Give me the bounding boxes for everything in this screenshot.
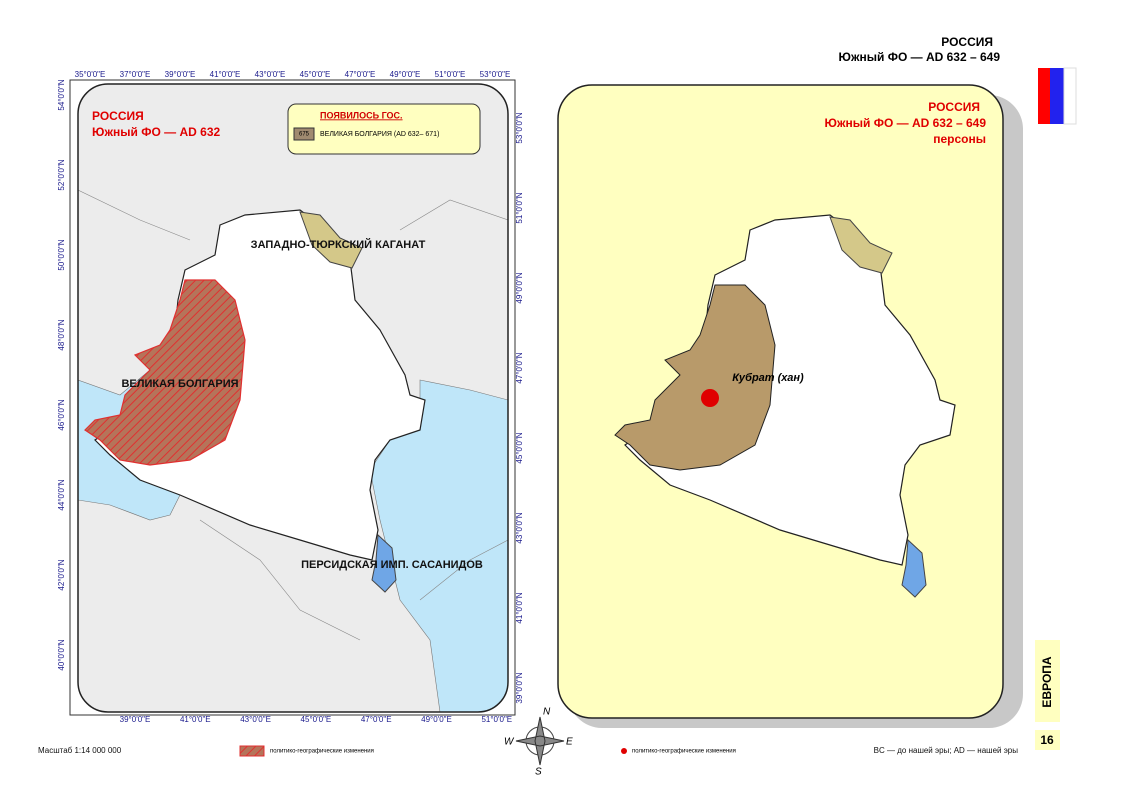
legend-hatch-label: политико-географические изменения [270,749,374,755]
scale: Масштаб 1:14 000 000 [38,746,122,755]
axis-label: 48°0'0"N [57,319,66,350]
axis-label: 43°0'0"E [240,715,271,724]
axis-label: 41°0'0"E [180,715,211,724]
compass-letter: E [566,737,573,748]
legend-dot-label: политико-географические изменения [632,749,736,755]
compass-letter: W [504,737,515,748]
axis-label: 47°0'0"E [345,70,376,79]
axis-label: 54°0'0"N [57,79,66,110]
legend-icon-label: 675 [299,132,310,138]
legend-heading: ПОЯВИЛОСЬ ГОС. [320,110,403,120]
person-label: Кубрат (хан) [732,372,804,384]
axis-label: 44°0'0"N [57,479,66,510]
compass-letter: N [543,707,551,718]
header-country: РОССИЯ [941,35,993,49]
map-subtitle: Южный ФО — AD 632 – 649 [824,116,986,130]
axis-label: 50°0'0"N [57,239,66,270]
axis-label: 39°0'0"E [120,715,151,724]
axis-label: 51°0'0"E [481,715,512,724]
axis-label: 47°0'0"E [361,715,392,724]
map-label: ПЕРСИДСКАЯ ИМП. САСАНИДОВ [301,559,483,571]
compass-letter: S [535,767,542,778]
axis-label: 53°0'0"N [515,112,524,143]
region-label: ЕВРОПА [1040,656,1054,707]
axis-label: 51°0'0"E [435,70,466,79]
side: ЕВРОПА 16 [1035,640,1060,750]
header: РОССИЯ Южный ФО — AD 632 – 649 [838,35,1077,125]
axis-label: 39°0'0"E [165,70,196,79]
compass: N W E S [504,707,573,778]
axis-label: 45°0'0"N [515,432,524,463]
region-tab [1035,640,1060,722]
axis-label: 43°0'0"E [255,70,286,79]
flag-stripe [1050,68,1064,124]
axis-label: 46°0'0"N [57,399,66,430]
header-subtitle: Южный ФО — AD 632 – 649 [838,50,1000,64]
axis-label: 41°0'0"N [515,592,524,623]
axis-label: 39°0'0"N [515,672,524,703]
legend-hatch [239,745,265,757]
axis-label: 43°0'0"N [515,512,524,543]
axis-label: 42°0'0"N [57,559,66,590]
person-icon [701,389,719,407]
axis-label: 35°0'0"E [75,70,106,79]
flag-stripe [1038,68,1050,124]
axis-label: 41°0'0"E [210,70,241,79]
axis-label: 45°0'0"E [300,70,331,79]
map-title: РОССИЯ [92,109,144,123]
axis-label: 49°0'0"E [390,70,421,79]
axis-label: 47°0'0"N [515,352,524,383]
axis-label: 49°0'0"E [421,715,452,724]
page-tab [1035,730,1060,750]
map-label: ЗАПАДНО-ТЮРКСКИЙ КАГАНАТ [251,238,426,251]
left-map: РОССИЯ Южный ФО — AD 632 ПОЯВИЛОСЬ ГОС. … [57,70,524,724]
footer: Масштаб 1:14 000 000 политико-географиче… [38,745,1019,757]
map-label: ВЕЛИКАЯ БОЛГАРИЯ [121,378,238,390]
map-caption: персоны [933,132,986,146]
right-map: РОССИЯ Южный ФО — AD 632 – 649 персоны К… [557,84,1023,728]
axis-label: 52°0'0"N [57,159,66,190]
axis-label: 40°0'0"N [57,639,66,670]
axis-label: 53°0'0"E [480,70,511,79]
legend-dot [621,748,627,754]
legend-item: ВЕЛИКАЯ БОЛГАРИЯ (AD 632– 671) [320,131,439,138]
axis-label: 37°0'0"E [120,70,151,79]
axis-label: 49°0'0"N [515,272,524,303]
legend-swatch [293,127,315,141]
map-title: РОССИЯ [928,100,980,114]
flag-stripe [1063,67,1077,125]
note: BC — до нашей эры; AD — нашей эры [874,746,1019,755]
page-number: 16 [1040,733,1054,747]
map-subtitle: Южный ФО — AD 632 [92,125,220,139]
axis-label: 45°0'0"E [301,715,332,724]
legend-box [287,103,481,155]
axis-label: 51°0'0"N [515,192,524,223]
